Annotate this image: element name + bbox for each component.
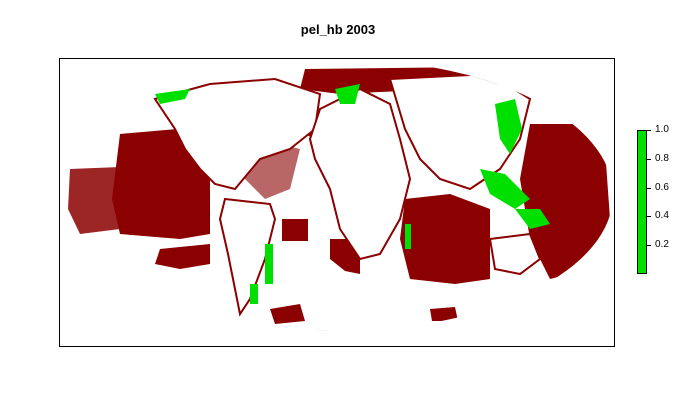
- colorbar-label: 1.0: [655, 124, 669, 135]
- world-map: [68, 67, 610, 331]
- colorbar-tick: [647, 188, 651, 189]
- map-title: pel_hb 2003: [300, 22, 376, 37]
- colorbar-label: 0.4: [655, 210, 669, 221]
- colorbar-tick: [647, 216, 651, 217]
- colorbar-tick: [647, 130, 651, 131]
- colorbar: [637, 130, 647, 274]
- colorbar-label: 0.2: [655, 239, 669, 250]
- high-value-areas: [155, 84, 550, 304]
- colorbar-tick: [647, 245, 651, 246]
- map-plot-area: [59, 58, 615, 347]
- colorbar-label: 0.6: [655, 182, 669, 193]
- colorbar-tick: [647, 159, 651, 160]
- land-masses: [153, 72, 542, 317]
- colorbar-label: 0.8: [655, 153, 669, 164]
